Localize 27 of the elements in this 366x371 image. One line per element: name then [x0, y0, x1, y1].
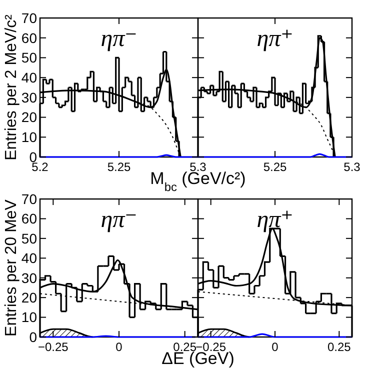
y-axis-title: Entries per 20 MeV — [3, 199, 20, 336]
x-tick-label: 5.3 — [344, 160, 361, 174]
chart-title: ηπ⁻ — [100, 207, 138, 233]
y-tick-label: 40 — [21, 69, 38, 86]
y-tick-label: 70 — [21, 10, 38, 26]
y-axis-title: Entries per 2 MeV/c² — [3, 14, 20, 160]
y-tick-label: 50 — [21, 230, 38, 246]
y-tick-label: 60 — [21, 30, 38, 46]
x-tick-label: 0 — [272, 340, 279, 354]
y-tick-label: 10 — [21, 129, 38, 146]
x-tick-label: 5.25 — [107, 160, 131, 174]
chart-title: ηπ⁻ — [100, 26, 138, 52]
chart-title: ηπ⁺ — [256, 207, 294, 233]
y-tick-label: 10 — [21, 309, 38, 326]
x-tick-label: 0.25 — [327, 340, 352, 354]
y-tick-label: 50 — [21, 50, 38, 66]
chart-title: ηπ⁺ — [256, 26, 294, 52]
x-tick-label: 5.25 — [263, 160, 287, 174]
y-tick-label: 20 — [21, 289, 38, 306]
y-tick-label: 40 — [21, 250, 38, 266]
y-tick-label: 20 — [21, 109, 38, 126]
y-tick-label: 30 — [21, 270, 38, 286]
x-tick-label: 0 — [116, 340, 123, 354]
y-tick-label: 30 — [21, 89, 38, 106]
x-tick-label: −0.25 — [38, 340, 69, 354]
y-tick-label: 60 — [21, 210, 38, 227]
y-tick-label: 70 — [21, 190, 38, 207]
